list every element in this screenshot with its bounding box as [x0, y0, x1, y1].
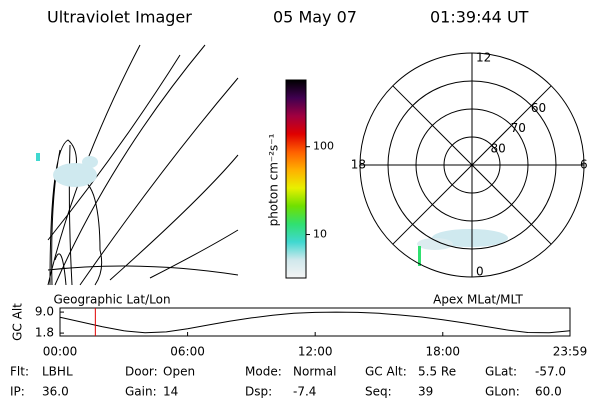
x-tick-label: 12:00	[298, 345, 333, 359]
info-value: 36.0	[42, 385, 69, 399]
x-tick-label: 18:00	[425, 345, 460, 359]
x-tick-label: 23:59	[553, 345, 588, 359]
mlt-label: 12	[476, 51, 491, 65]
info-value: 14	[163, 385, 178, 399]
alt-curve	[59, 311, 571, 334]
info-label: GC Alt:	[365, 365, 407, 379]
y-tick-label: 1.8	[35, 326, 54, 340]
time: 01:39:44 UT	[430, 8, 529, 27]
info-value: LBHL	[42, 365, 73, 379]
colorbar-label: photon cm⁻²s⁻¹	[267, 133, 281, 226]
info-label: GLat:	[485, 365, 517, 379]
info-value: -7.4	[293, 385, 316, 399]
mlt-label: 6	[580, 158, 588, 172]
geo-map	[36, 44, 239, 286]
polar-spoke	[392, 85, 552, 245]
x-tick-label: 06:00	[170, 345, 205, 359]
polar-aurora	[417, 229, 508, 266]
geo-label: Geographic Lat/Lon	[53, 293, 170, 307]
info-value: 39	[418, 385, 433, 399]
info-value: 60.0	[535, 385, 562, 399]
info-label: Seq:	[365, 385, 392, 399]
instrument-title: Ultraviolet Imager	[47, 8, 192, 27]
y-tick-label: 9.0	[35, 305, 54, 319]
polar-label: Apex MLat/MLT	[433, 293, 523, 307]
info-value: Open	[163, 365, 195, 379]
info-label: Flt:	[10, 365, 29, 379]
x-tick-label: 00:00	[43, 345, 78, 359]
mlt-label: 0	[476, 265, 484, 279]
info-label: Dsp:	[245, 385, 272, 399]
lat-label: 70	[511, 121, 526, 135]
info-label: Door:	[125, 365, 158, 379]
info-label: GLon:	[485, 385, 520, 399]
mlt-label: 18	[351, 158, 366, 172]
info-value: Normal	[293, 365, 336, 379]
info-label: Mode:	[245, 365, 282, 379]
info-label: IP:	[10, 385, 25, 399]
lat-label: 80	[491, 141, 506, 155]
colorbar-tick-label: 10	[313, 228, 327, 241]
date: 05 May 07	[273, 8, 357, 27]
info-label: Gain:	[125, 385, 157, 399]
info-value: -57.0	[535, 365, 566, 379]
colorbar-tick-label: 100	[313, 140, 334, 153]
alt-label: GC Alt	[11, 303, 25, 341]
info-value: 5.5 Re	[418, 365, 456, 379]
lat-label: 60	[531, 101, 546, 115]
colorbar	[285, 79, 307, 279]
